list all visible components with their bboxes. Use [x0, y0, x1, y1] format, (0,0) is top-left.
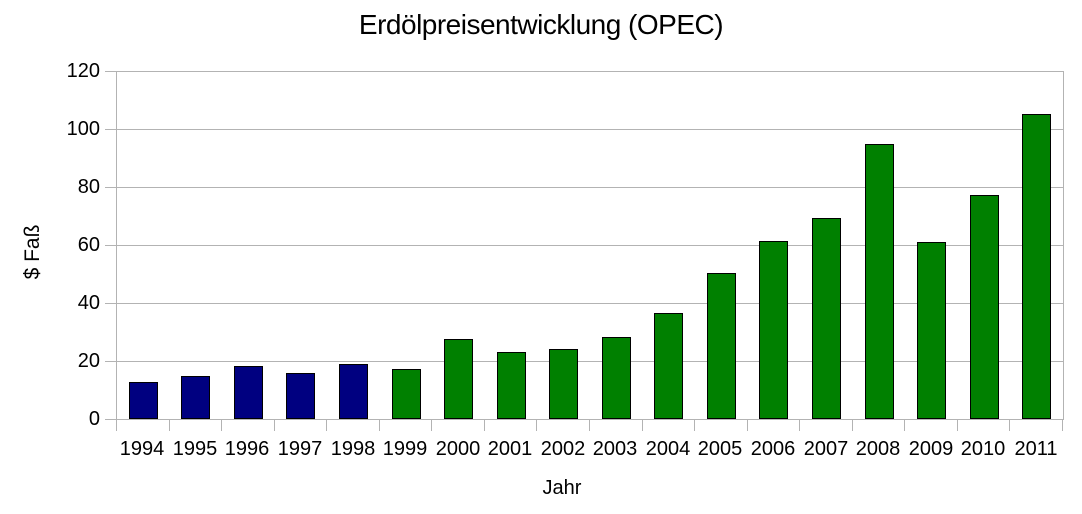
x-axis-tick-3: [274, 420, 275, 431]
x-tick-label-2004: 2004: [645, 438, 691, 460]
x-tick-label-2001: 2001: [487, 438, 533, 460]
x-axis-tick-4: [326, 420, 327, 431]
x-axis-tick-18: [1062, 420, 1063, 431]
x-tick-label-2005: 2005: [697, 438, 743, 460]
bar-1999: [392, 369, 421, 419]
gridline-y-120: [117, 71, 1063, 72]
bar-2005: [707, 273, 736, 419]
x-axis-tick-6: [431, 420, 432, 431]
x-tick-label-2010: 2010: [960, 438, 1006, 460]
x-axis-tick-2: [221, 420, 222, 431]
bar-2004: [654, 313, 683, 419]
bar-2011: [1022, 114, 1051, 419]
x-axis-tick-1: [169, 420, 170, 431]
bar-2010: [970, 195, 999, 419]
x-axis-tick-10: [642, 420, 643, 431]
x-tick-label-1996: 1996: [224, 438, 270, 460]
y-tick-label-40: 40: [77, 292, 100, 314]
x-axis-tick-5: [379, 420, 380, 431]
bar-1994: [129, 382, 158, 419]
plot-area: [116, 71, 1064, 420]
x-tick-label-2011: 2011: [1014, 438, 1058, 460]
bar-1998: [339, 364, 368, 419]
bar-2003: [602, 337, 631, 419]
chart-title: Erdölpreisentwicklung (OPEC): [358, 9, 724, 40]
bar-2001: [497, 352, 526, 419]
y-tick-label-120: 120: [66, 60, 100, 82]
x-tick-label-1995: 1995: [172, 438, 218, 460]
x-tick-label-2008: 2008: [855, 438, 901, 460]
x-axis-tick-9: [589, 420, 590, 431]
y-axis-tick-20: [105, 361, 116, 362]
bar-1995: [181, 376, 210, 419]
x-axis-title: Jahr: [542, 477, 582, 499]
gridline-y-80: [117, 187, 1063, 188]
x-tick-label-2009: 2009: [908, 438, 954, 460]
x-axis-tick-16: [957, 420, 958, 431]
x-axis-tick-15: [904, 420, 905, 431]
bar-2000: [444, 339, 473, 419]
gridline-y-40: [117, 303, 1063, 304]
x-axis-tick-17: [1009, 420, 1010, 431]
y-axis-tick-80: [105, 187, 116, 188]
bar-2002: [549, 349, 578, 419]
y-axis-tick-60: [105, 245, 116, 246]
x-tick-label-1998: 1998: [330, 438, 376, 460]
y-axis-tick-40: [105, 303, 116, 304]
gridline-y-100: [117, 129, 1063, 130]
bar-1997: [286, 373, 315, 419]
bar-2008: [865, 144, 894, 419]
x-tick-label-2002: 2002: [540, 438, 586, 460]
x-tick-label-2000: 2000: [435, 438, 481, 460]
x-axis-tick-11: [694, 420, 695, 431]
y-tick-label-20: 20: [77, 350, 100, 372]
y-tick-label-0: 0: [88, 408, 100, 430]
y-axis-tick-100: [105, 129, 116, 130]
x-axis-tick-0: [116, 420, 117, 431]
gridline-y-60: [117, 245, 1063, 246]
y-axis-tick-120: [105, 71, 116, 72]
bar-2009: [917, 242, 946, 419]
bar-2007: [812, 218, 841, 419]
x-axis-tick-7: [484, 420, 485, 431]
x-axis-tick-8: [536, 420, 537, 431]
x-axis-tick-14: [852, 420, 853, 431]
bar-1996: [234, 366, 263, 419]
y-tick-label-100: 100: [66, 118, 100, 140]
x-axis-tick-13: [799, 420, 800, 431]
x-tick-label-1999: 1999: [382, 438, 428, 460]
x-tick-label-2007: 2007: [803, 438, 849, 460]
x-axis-tick-12: [747, 420, 748, 431]
x-tick-label-1997: 1997: [277, 438, 323, 460]
x-tick-label-2006: 2006: [750, 438, 796, 460]
y-tick-label-60: 60: [77, 234, 100, 256]
bar-2006: [759, 241, 788, 419]
y-axis-tick-0: [105, 419, 116, 420]
gridline-y-20: [117, 361, 1063, 362]
y-tick-label-80: 80: [77, 176, 100, 198]
x-tick-label-2003: 2003: [592, 438, 638, 460]
x-tick-label-1994: 1994: [119, 438, 165, 460]
